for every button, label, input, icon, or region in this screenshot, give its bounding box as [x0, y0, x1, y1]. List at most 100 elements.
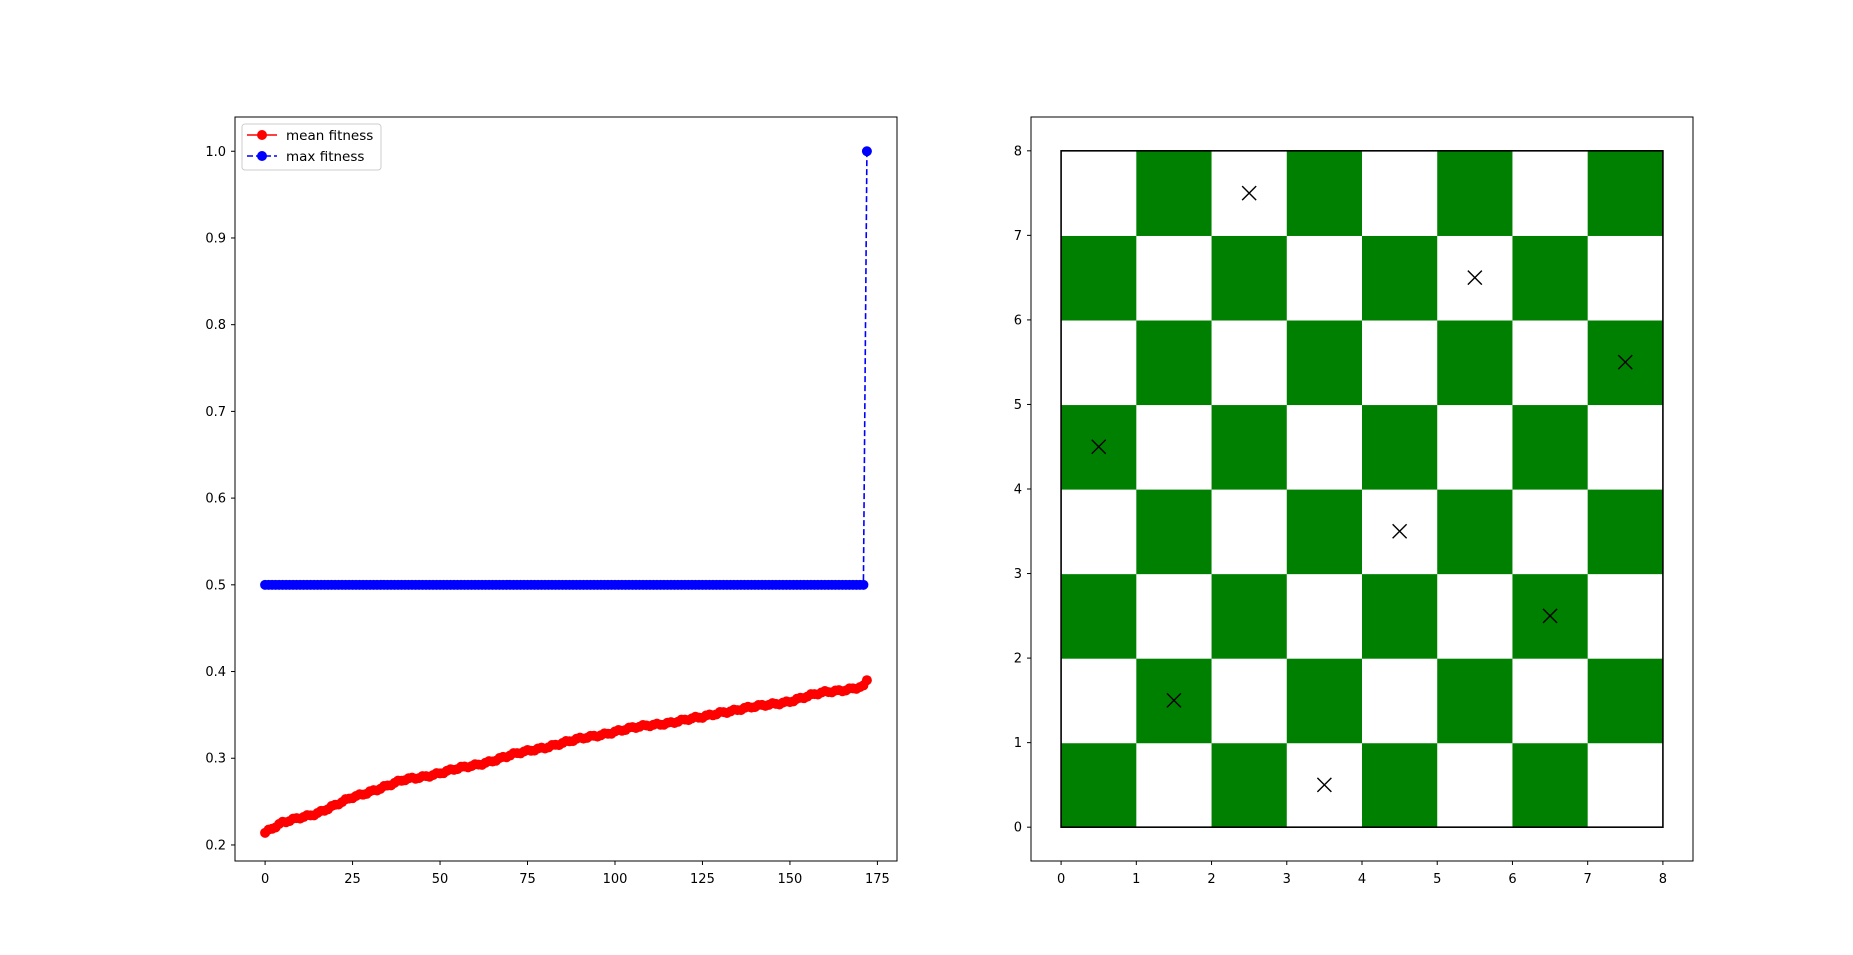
y-tick-label: 0.4: [205, 665, 226, 680]
board-cell-dark: [1437, 489, 1514, 575]
board-cell-dark: [1286, 150, 1363, 236]
board-cell-dark: [1061, 573, 1137, 659]
queen-marker-stroke: [1392, 523, 1408, 539]
y-tick-label: 7: [1014, 229, 1022, 244]
board-cell-light: [1286, 404, 1363, 490]
y-tick-label: 2: [1014, 652, 1022, 667]
x-tick-label: 4: [1358, 872, 1366, 887]
y-tick-label: 0.6: [205, 492, 226, 507]
board-cell-light: [1362, 658, 1438, 744]
fitness-x-ticks: 0 25 50 75 100 125 150 175: [261, 861, 890, 887]
board-cell-dark: [1437, 658, 1514, 744]
max-fitness-point: [861, 146, 872, 157]
y-tick-label: 0.9: [205, 231, 226, 246]
y-tick-label: 4: [1014, 483, 1022, 498]
board-cell-dark: [1286, 489, 1363, 575]
fitness-plot-frame: [234, 116, 898, 862]
board-cell-dark: [1061, 742, 1137, 828]
board-cell-light: [1512, 489, 1589, 575]
x-tick-label: 75: [519, 872, 536, 887]
x-tick-label: 150: [778, 872, 803, 887]
queen-markers: [1091, 185, 1633, 793]
board-cell-dark: [1211, 235, 1288, 321]
legend: mean fitness max fitness: [241, 123, 382, 171]
y-tick-label: 5: [1014, 398, 1022, 413]
fitness-y-ticks: 0.2 0.3 0.4 0.5 0.6 0.7 0.8 0.9 1.0: [205, 145, 235, 853]
x-tick-label: 1: [1132, 872, 1140, 887]
board-cell-light: [1512, 319, 1589, 406]
board-cell-light: [1061, 489, 1137, 575]
board-cell-light: [1512, 658, 1589, 744]
board-cell-light: [1061, 150, 1137, 236]
x-tick-label: 100: [603, 872, 628, 887]
y-tick-label: 0.2: [205, 838, 226, 853]
legend-max-label: max fitness: [286, 149, 364, 165]
queen-marker: [1166, 692, 1182, 708]
board-cell-dark: [1211, 573, 1288, 659]
max-fitness-point: [858, 579, 869, 590]
board-cell-light: [1437, 742, 1514, 828]
x-tick-label: 2: [1207, 872, 1215, 887]
fitness-series: [260, 146, 872, 838]
queen-marker: [1542, 608, 1558, 624]
board-cell-light: [1286, 235, 1363, 321]
x-tick-label: 7: [1584, 872, 1592, 887]
chessboard-border: [1060, 150, 1664, 828]
board-cell-light: [1362, 319, 1438, 406]
board-cell-light: [1437, 404, 1514, 490]
legend-mean-label: mean fitness: [286, 128, 373, 144]
chessboard-chart: 0 1 2 3 4 5 6 7 8 0 1 2 3 4 5 6 7 8: [1014, 116, 1694, 887]
queen-marker-stroke: [1542, 608, 1558, 624]
board-cell-dark: [1362, 235, 1438, 321]
x-tick-label: 5: [1433, 872, 1441, 887]
board-cell-dark: [1136, 489, 1213, 575]
x-tick-label: 8: [1659, 872, 1667, 887]
board-cell-dark: [1437, 319, 1514, 406]
y-tick-label: 8: [1014, 144, 1022, 159]
chessboard-y-ticks: 0 1 2 3 4 5 6 7 8: [1014, 144, 1031, 836]
queen-marker: [1241, 185, 1257, 201]
queen-marker-stroke: [1316, 777, 1332, 793]
y-tick-label: 1.0: [205, 145, 226, 160]
board-cell-dark: [1136, 150, 1213, 236]
fitness-chart: 0.2 0.3 0.4 0.5 0.6 0.7 0.8 0.9 1.0 0 25 50 75 100 12…: [205, 116, 898, 887]
legend-mean-marker: [257, 130, 267, 140]
queen-marker: [1617, 354, 1633, 370]
board-cell-light: [1587, 573, 1664, 659]
board-cell-light: [1211, 489, 1288, 575]
board-cell-light: [1061, 319, 1137, 406]
board-cell-dark: [1512, 742, 1589, 828]
chessboard-x-ticks: 0 1 2 3 4 5 6 7 8: [1057, 861, 1667, 887]
board-cell-dark: [1362, 573, 1438, 659]
board-cell-light: [1136, 404, 1213, 490]
board-cell-light: [1587, 235, 1664, 321]
board-cell-dark: [1211, 404, 1288, 490]
board-cell-dark: [1211, 742, 1288, 828]
board-cell-light: [1437, 573, 1514, 659]
queen-marker-stroke: [1241, 185, 1257, 201]
board-cell-light: [1211, 319, 1288, 406]
board-cell-dark: [1587, 150, 1664, 236]
board-cell-dark: [1587, 489, 1664, 575]
board-cell-light: [1136, 235, 1213, 321]
queen-marker: [1091, 439, 1107, 455]
x-tick-label: 0: [261, 872, 269, 887]
board-cell-dark: [1512, 404, 1589, 490]
y-tick-label: 0.8: [205, 318, 226, 333]
board-cell-light: [1512, 150, 1589, 236]
mean-fitness-point: [861, 675, 872, 686]
x-tick-label: 25: [344, 872, 361, 887]
y-tick-label: 6: [1014, 313, 1022, 328]
queen-marker-stroke: [1467, 270, 1483, 286]
board-cell-dark: [1587, 658, 1664, 744]
legend-max-marker: [257, 151, 267, 161]
board-cell-light: [1211, 658, 1288, 744]
board-cell-dark: [1061, 235, 1137, 321]
x-tick-label: 125: [690, 872, 715, 887]
board-cell-dark: [1286, 319, 1363, 406]
board-cell-dark: [1362, 404, 1438, 490]
y-tick-label: 3: [1014, 567, 1022, 582]
queen-marker-stroke: [1091, 439, 1107, 455]
chessboard-cells: [1061, 150, 1664, 828]
